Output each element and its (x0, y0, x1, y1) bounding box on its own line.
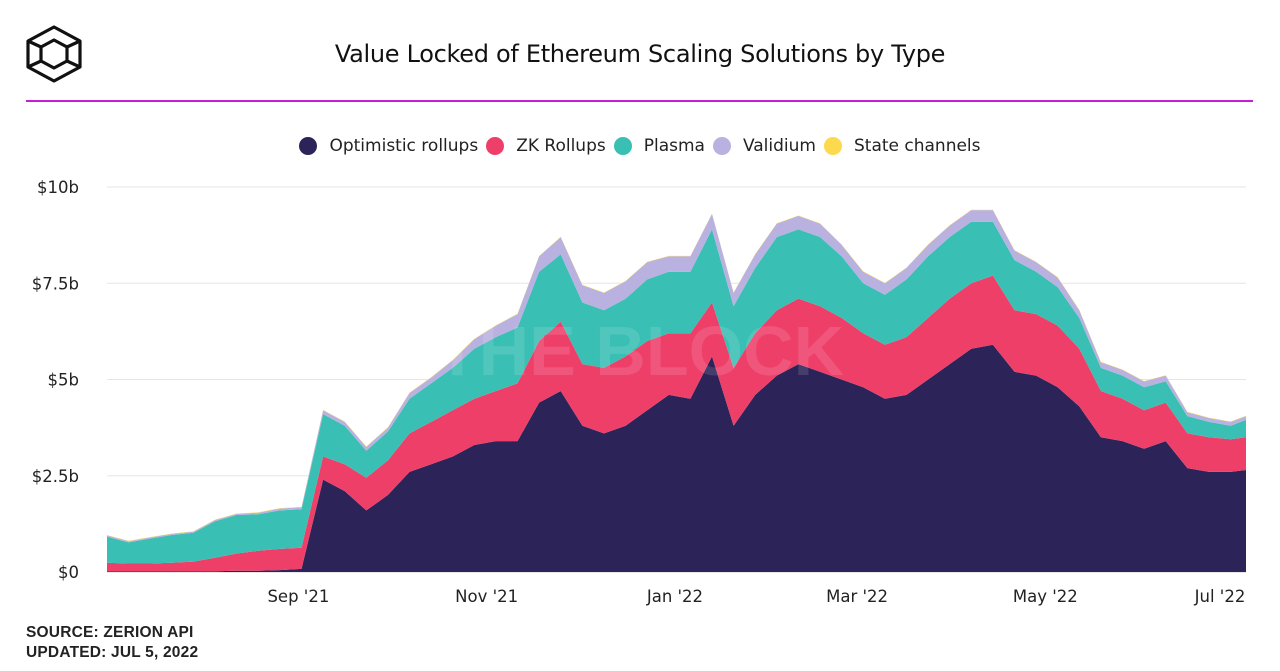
chart-legend: Optimistic rollups ZK Rollups Plasma Validi… (0, 136, 1280, 156)
legend-swatch-icon (613, 137, 632, 155)
x-axis-ticks: Sep '21 Nov '21 Jan '22 Mar '22 May '22 Jul '… (267, 587, 1245, 606)
legend-item-0[interactable]: Optimistic rollups (295, 136, 478, 156)
x-tick-label: Jan '22 (646, 587, 703, 606)
legend-label: Optimistic rollups (329, 136, 479, 156)
area-series-zk-rollups (107, 275, 1246, 572)
x-tick-label: May '22 (1013, 587, 1078, 606)
area-series-plasma (107, 221, 1246, 564)
legend-swatch-icon (299, 137, 318, 155)
legend-item-1[interactable]: ZK Rollups (482, 136, 606, 156)
x-tick-label: Nov '21 (455, 587, 518, 606)
y-tick-label: $7.5b (32, 274, 79, 293)
chart-title: Value Locked of Ethereum Scaling Solutio… (334, 40, 946, 68)
watermark: THE BLOCK (436, 312, 844, 390)
legend-swatch-icon (823, 137, 842, 155)
y-tick-label: $5b (48, 371, 79, 390)
y-tick-label: $0 (58, 563, 79, 582)
legend-item-2[interactable]: Plasma (610, 136, 705, 156)
y-tick-label: $10b (37, 178, 79, 197)
legend-label: ZK Rollups (516, 136, 606, 156)
x-tick-label: Sep '21 (267, 587, 329, 606)
area-series (107, 209, 1246, 572)
legend-item-4[interactable]: State channels (820, 136, 981, 156)
updated-note: UPDATED: JUL 5, 2022 (26, 644, 199, 661)
legend-label: Plasma (643, 136, 705, 156)
x-tick-label: Jul '22 (1194, 587, 1246, 606)
y-tick-label: $2.5b (32, 467, 79, 486)
legend-label: State channels (853, 136, 981, 156)
title-divider (26, 100, 1253, 102)
stacked-area-chart: THE BLOCK $0 $2.5b $5b $7.5b $10b Sep '21 Nov… (32, 178, 1246, 606)
legend-swatch-icon (486, 137, 505, 155)
x-tick-label: Mar '22 (826, 587, 888, 606)
y-axis-ticks: $0 $2.5b $5b $7.5b $10b (32, 178, 79, 582)
the-block-logo-icon (26, 25, 82, 83)
area-series-optimistic-rollups (107, 344, 1246, 572)
source-note: SOURCE: ZERION API (26, 624, 194, 641)
legend-label: Validium (742, 136, 816, 156)
legend-swatch-icon (712, 137, 731, 155)
legend-item-3[interactable]: Validium (709, 136, 816, 156)
